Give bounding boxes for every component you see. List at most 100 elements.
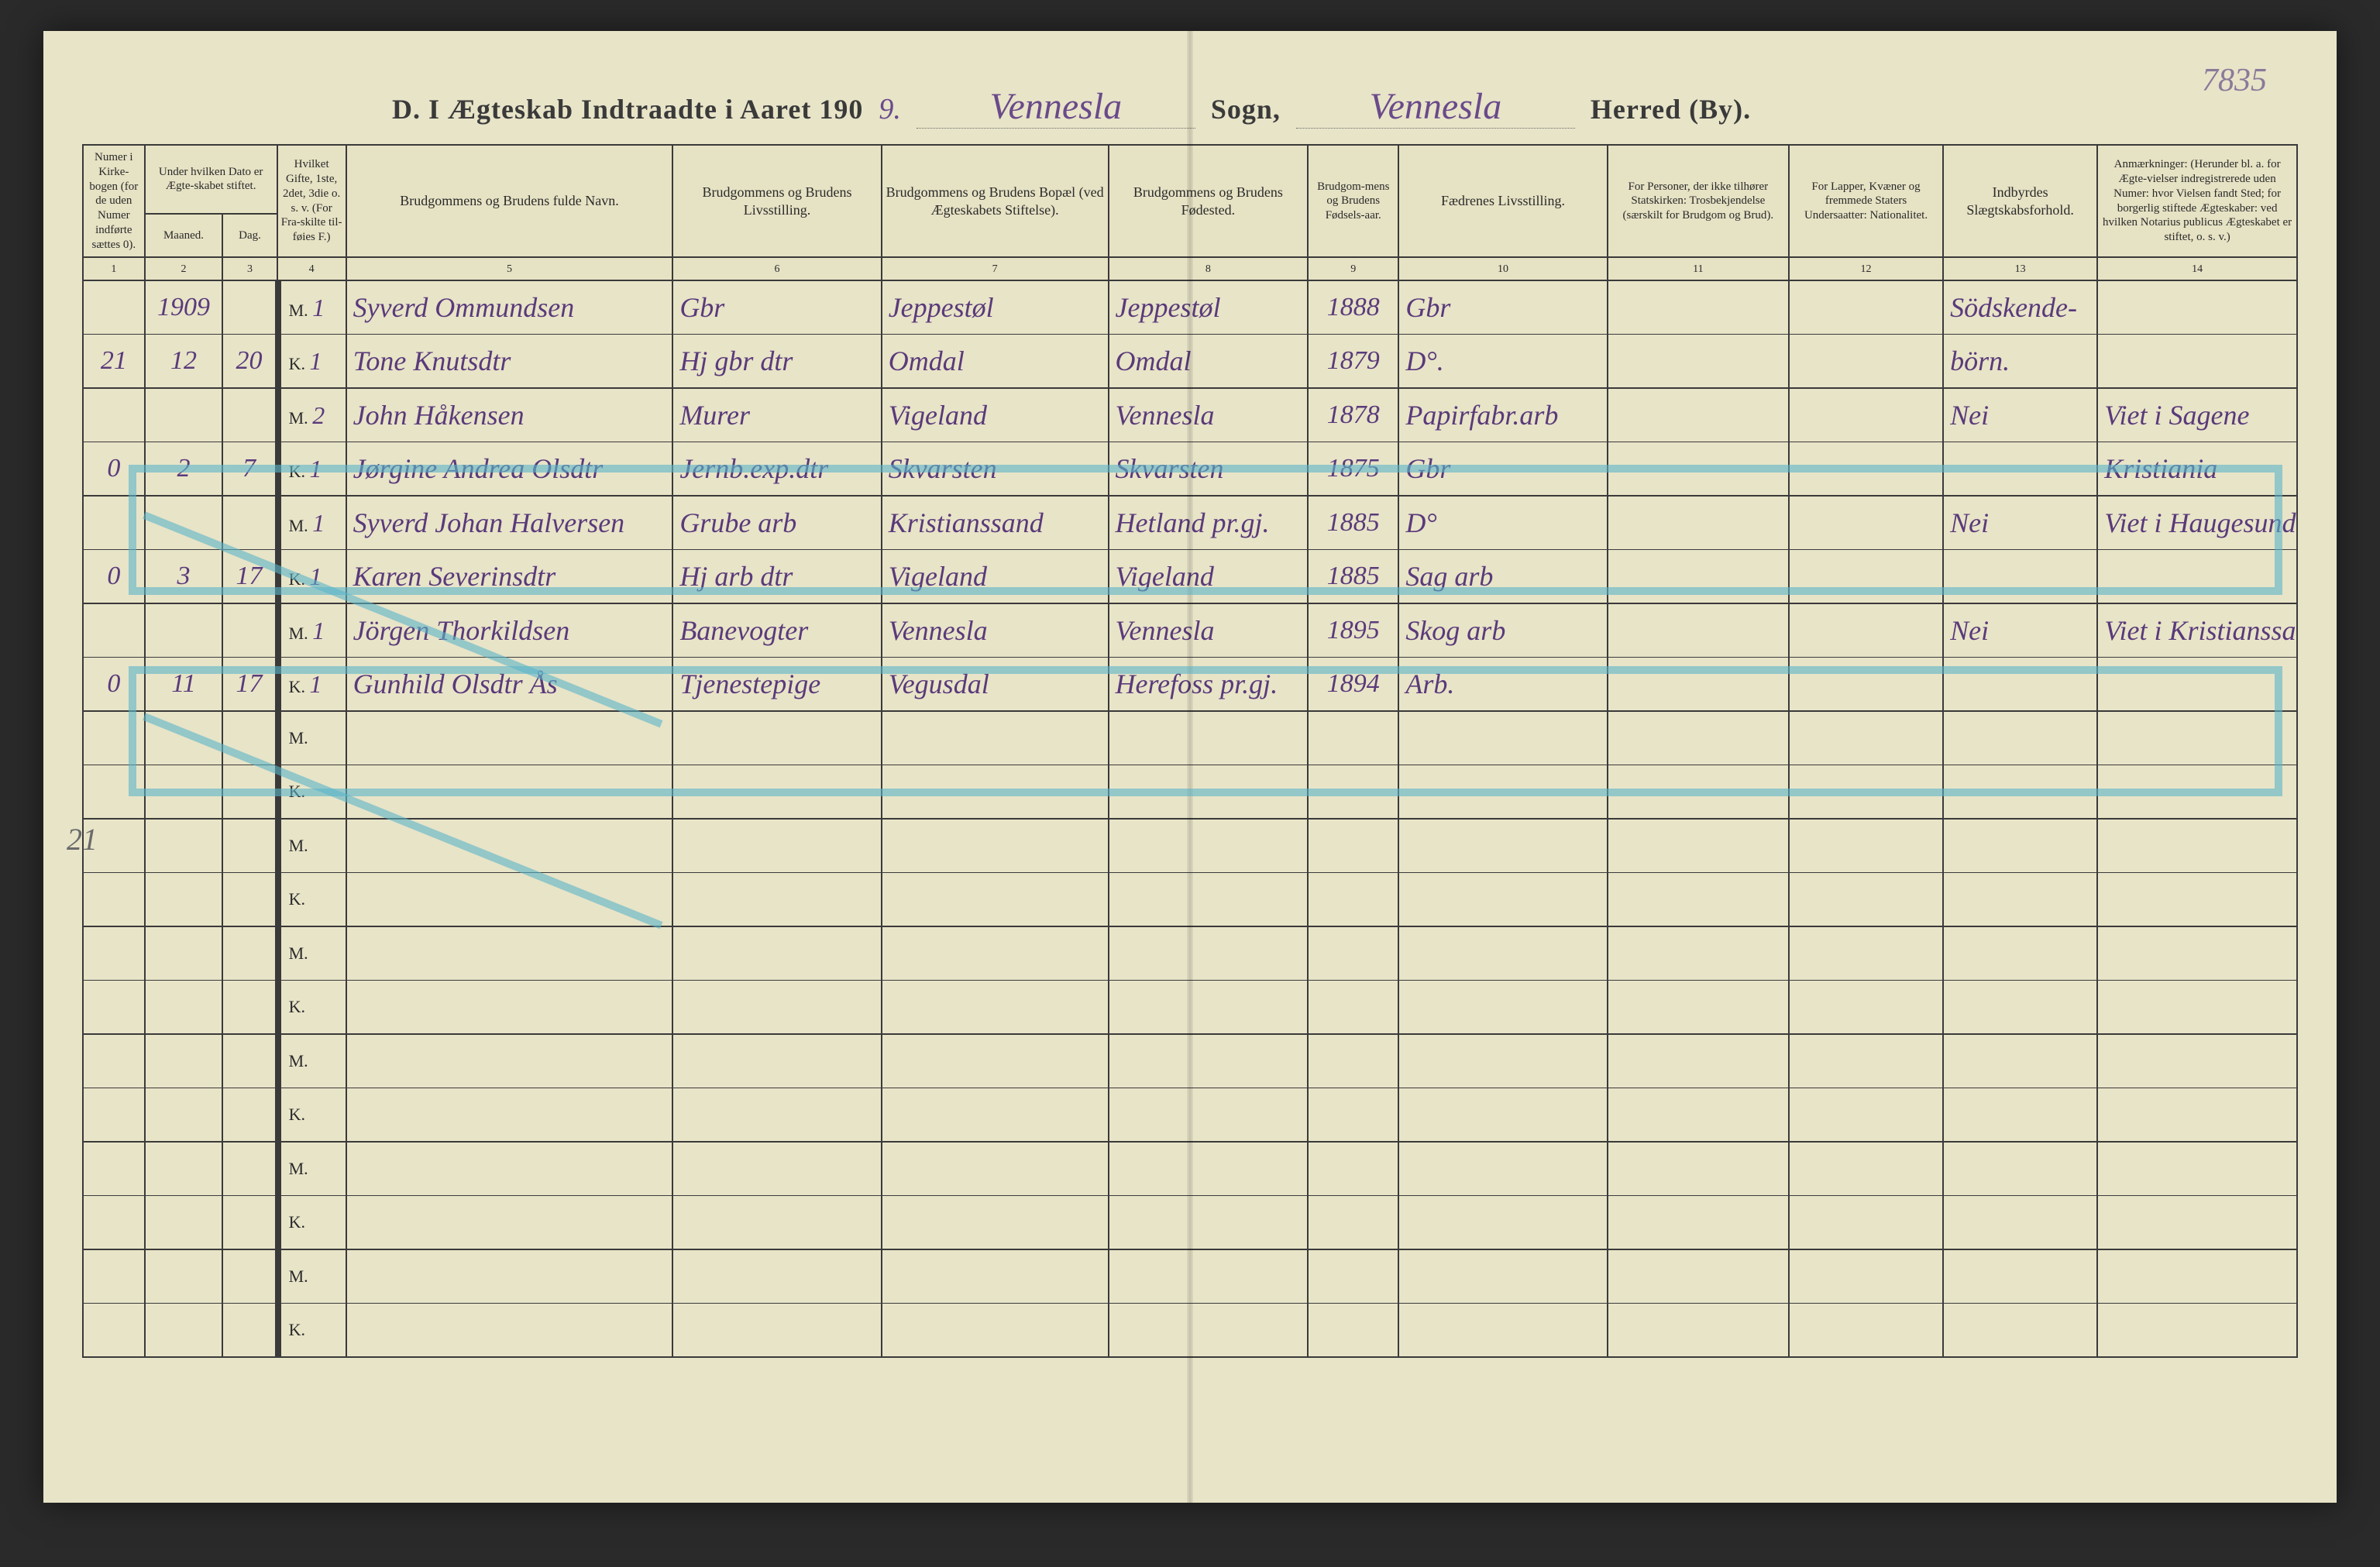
cell — [83, 1304, 145, 1358]
colnum-4: 4 — [277, 257, 346, 280]
cell — [346, 926, 673, 981]
cell: 1875 — [1308, 442, 1398, 497]
mk-label: K. 1 — [277, 335, 346, 389]
colnum-3: 3 — [222, 257, 277, 280]
cell — [83, 1034, 145, 1088]
cell: Nei — [1943, 496, 2097, 550]
cell — [882, 873, 1109, 927]
cell — [1398, 1034, 1607, 1088]
cell: Gbr — [1398, 280, 1607, 335]
col-header-10: Fædrenes Livsstilling. — [1398, 145, 1607, 257]
cell — [1943, 1034, 2097, 1088]
cell — [1943, 1088, 2097, 1143]
cell — [83, 280, 145, 335]
cell — [1109, 819, 1309, 873]
cell: Syverd Ommundsen — [346, 280, 673, 335]
cell — [1109, 873, 1309, 927]
table-row: 027K. 1Jørgine Andrea OlsdtrJernb.exp.dt… — [83, 442, 2297, 497]
cell — [1789, 658, 1943, 712]
cell — [2097, 1088, 2297, 1143]
cell: Viet i Kristianssand — [2097, 603, 2297, 658]
table-row: M. — [83, 926, 2297, 981]
cell: John Håkensen — [346, 388, 673, 442]
cell — [882, 711, 1109, 765]
cell: 1878 — [1308, 388, 1398, 442]
cell — [145, 873, 223, 927]
cell — [1398, 926, 1607, 981]
cell — [2097, 873, 2297, 927]
cell — [222, 981, 277, 1035]
title-year: 9. — [879, 92, 901, 126]
cell: Gbr — [672, 280, 881, 335]
cell — [222, 1088, 277, 1143]
cell — [346, 765, 673, 820]
cell — [1308, 926, 1398, 981]
cell: Hetland pr.gj. — [1109, 496, 1309, 550]
table-header: Numer i Kirke-bogen (for de uden Numer i… — [83, 145, 2297, 280]
cell: 1894 — [1308, 658, 1398, 712]
mk-label: K. — [277, 1088, 346, 1143]
cell: Syverd Johan Halversen — [346, 496, 673, 550]
cell — [1308, 1196, 1398, 1250]
cell — [882, 1249, 1109, 1304]
cell — [2097, 1249, 2297, 1304]
cell — [2097, 335, 2297, 389]
mk-label: K. 1 — [277, 442, 346, 497]
herred-label: Herred (By). — [1591, 93, 1751, 125]
cell — [222, 819, 277, 873]
cell: Jeppestøl — [882, 280, 1109, 335]
cell — [1398, 765, 1607, 820]
cell — [145, 926, 223, 981]
cell — [346, 711, 673, 765]
cell: 0 — [83, 658, 145, 712]
cell — [1608, 658, 1789, 712]
cell — [346, 819, 673, 873]
cell: Hj arb dtr — [672, 550, 881, 604]
cell: Arb. — [1398, 658, 1607, 712]
cell — [1943, 1142, 2097, 1196]
cell — [222, 280, 277, 335]
cell: 21 — [83, 335, 145, 389]
colnum-11: 11 — [1608, 257, 1789, 280]
cell — [1943, 711, 2097, 765]
colnum-12: 12 — [1789, 257, 1943, 280]
cell — [1943, 1249, 2097, 1304]
cell — [1943, 442, 2097, 497]
col-header-7: Brudgommens og Brudens Bopæl (ved Ægtesk… — [882, 145, 1109, 257]
colnum-5: 5 — [346, 257, 673, 280]
col-header-11: For Personer, der ikke tilhører Statskir… — [1608, 145, 1789, 257]
cell — [145, 1142, 223, 1196]
table-row: M. — [83, 1142, 2297, 1196]
cell: Södskende- — [1943, 280, 2097, 335]
cell — [222, 765, 277, 820]
cell — [346, 1088, 673, 1143]
cell — [672, 711, 881, 765]
cell: Hj gbr dtr — [672, 335, 881, 389]
cell — [1789, 1304, 1943, 1358]
mk-label: M. — [277, 711, 346, 765]
cell — [672, 1034, 881, 1088]
cell: Skvarsten — [1109, 442, 1309, 497]
cell — [882, 765, 1109, 820]
cell — [882, 1304, 1109, 1358]
cell: 12 — [145, 335, 223, 389]
cell: Omdal — [882, 335, 1109, 389]
cell: Vennesla — [1109, 388, 1309, 442]
cell: Gunhild Olsdtr Ås — [346, 658, 673, 712]
cell — [2097, 550, 2297, 604]
cell: Banevogter — [672, 603, 881, 658]
register-page: 78 3 5 D. I Ægteskab Indtraadte i Aaret 19… — [43, 31, 2337, 1503]
colnum-7: 7 — [882, 257, 1109, 280]
cell — [1308, 1249, 1398, 1304]
cell — [145, 1304, 223, 1358]
colnum-8: 8 — [1109, 257, 1309, 280]
cell — [1109, 711, 1309, 765]
col-header-2-top: Under hvilken Dato er Ægte-skabet stifte… — [145, 145, 277, 214]
cell: Papirfabr.arb — [1398, 388, 1607, 442]
cell — [1789, 1034, 1943, 1088]
title-prefix: D. I Ægteskab Indtraadte i Aaret 190 — [392, 93, 863, 125]
cell: 1888 — [1308, 280, 1398, 335]
cell — [1608, 496, 1789, 550]
cell — [2097, 765, 2297, 820]
cell: 1879 — [1308, 335, 1398, 389]
